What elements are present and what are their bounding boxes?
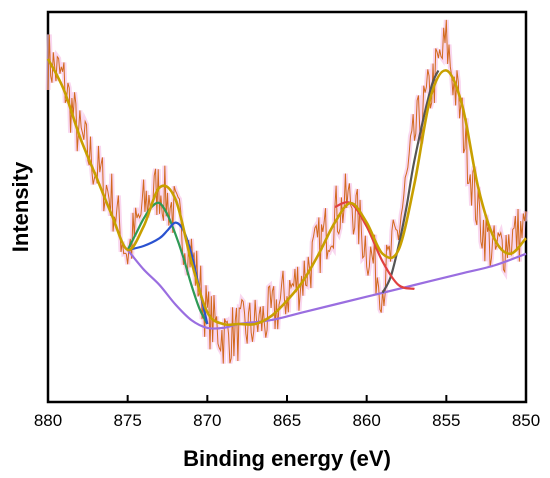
x-axis-title: Binding energy (eV)	[183, 446, 391, 471]
x-tick-label: 850	[512, 411, 540, 430]
background-line	[126, 249, 527, 330]
fit-component-line-3	[126, 201, 209, 325]
x-tick-label: 855	[432, 411, 460, 430]
x-axis-ticks: 880 875 870 865 860 855 850	[34, 395, 540, 430]
x-tick-label: 875	[113, 411, 141, 430]
raw-spectrum-line	[47, 19, 527, 364]
x-tick-label: 860	[352, 411, 380, 430]
plot-content	[45, 19, 529, 364]
fit-component-line-5	[381, 70, 440, 294]
x-tick-label: 865	[273, 411, 301, 430]
fit-envelope-line	[46, 58, 527, 327]
x-tick-label: 870	[193, 411, 221, 430]
x-tick-label: 880	[34, 411, 62, 430]
y-axis-title: Intensity	[8, 161, 33, 252]
raw-spectrum-halo	[45, 19, 529, 364]
